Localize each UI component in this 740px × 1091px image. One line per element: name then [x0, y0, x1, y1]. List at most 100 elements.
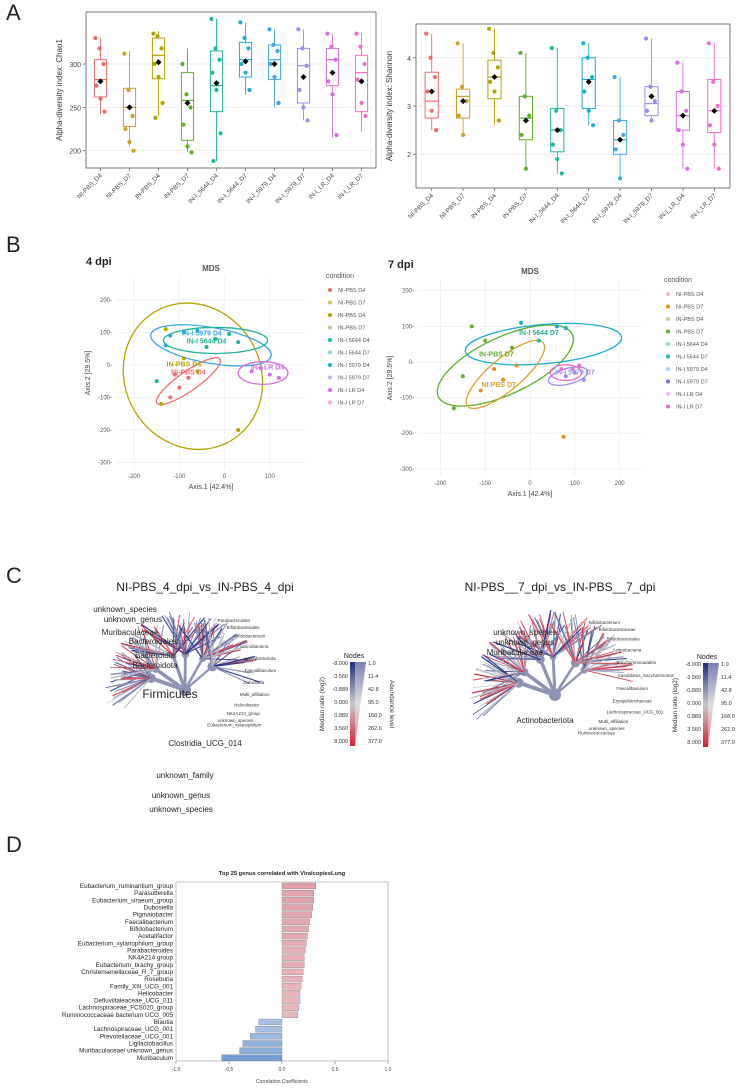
tree7-branch	[562, 611, 577, 663]
mds7-legend-label: IN-I 5979 D7	[676, 380, 708, 386]
chao1-point	[102, 109, 107, 114]
hbar-bar	[255, 1026, 283, 1033]
shannon-mean-marker	[617, 136, 624, 143]
chao1-point	[122, 51, 127, 56]
tree4-branch	[212, 666, 254, 674]
mds7-point	[563, 326, 568, 331]
chao1-xtick-label: IN-I_5979_D7	[274, 172, 307, 205]
mds4-legend-swatch	[328, 313, 332, 317]
chao1-mean-marker	[155, 59, 162, 66]
mds4-ytick-label: 200-	[100, 298, 112, 304]
tree4-branch	[121, 645, 156, 670]
shannon-point	[492, 89, 497, 94]
hbar-xtick-label: -1.0	[172, 1067, 181, 1073]
tree4-branch	[202, 646, 245, 660]
chao1-point	[217, 57, 222, 62]
tree4-branch	[212, 640, 246, 667]
shannon-point	[585, 55, 590, 60]
shannon-point	[707, 123, 713, 128]
tree7-taxon-small-label: Saccharimonadales	[616, 660, 656, 665]
mds7-legend-swatch	[666, 304, 670, 309]
hbar-category-label: Bifidobacterium	[130, 926, 173, 933]
tree4-branch	[172, 618, 175, 656]
tree4-taxon-small-label: Multi_affiliation	[240, 692, 270, 697]
hbar-bar	[281, 947, 306, 954]
chao1-point	[98, 96, 103, 101]
tree7-trunk	[553, 661, 577, 697]
mds4-point	[159, 401, 164, 406]
mds7-legend-swatch	[666, 392, 670, 396]
chao1-point	[246, 46, 251, 51]
tree7-taxon-small-label: Faecalibaculum	[616, 686, 648, 691]
mds4-point	[168, 333, 173, 338]
hbar-xlabel: Correlation Coefficients	[256, 1079, 308, 1085]
tree4-branch	[114, 677, 152, 692]
mds7-legend-swatch	[666, 329, 670, 334]
shannon-point	[676, 128, 681, 133]
mds4-ellipse	[155, 357, 222, 406]
chao1-point	[214, 87, 219, 93]
chao1-point	[243, 70, 248, 75]
mds4-legend-swatch	[328, 288, 332, 292]
tree7-branch	[575, 662, 632, 665]
tree4-branch	[113, 663, 152, 679]
mds7-point	[561, 434, 566, 439]
chao1-point	[181, 122, 186, 127]
hbar-bar	[281, 890, 314, 897]
shannon-point	[554, 108, 559, 113]
chao1-mean-marker	[271, 61, 278, 67]
mds7-legend-swatch	[666, 342, 670, 346]
tree7-branch	[496, 655, 525, 673]
shannon-mean-marker	[585, 78, 592, 85]
chao1-mean-marker	[97, 78, 104, 85]
mds4-point	[236, 340, 241, 345]
mds4-legend-label: IN-I 5979 D7	[338, 376, 370, 382]
chao1-point	[94, 83, 99, 88]
tree7-branch	[517, 637, 541, 661]
shannon-ytick-label: 3	[407, 104, 411, 111]
tree4-taxon-small-label: Eubacterium_xylanophilum	[207, 722, 261, 727]
mds4-xtick-label: -200	[128, 474, 141, 480]
tree7-branch	[583, 659, 626, 671]
shannon-point	[522, 94, 527, 99]
mds4-point	[267, 372, 272, 377]
chao1-point	[184, 92, 189, 97]
shannon-plot: 2 3 4 Alpha-diversity index: Shannon NI-PBS_…	[385, 23, 731, 225]
hbar-bar	[281, 997, 301, 1004]
tree4-taxon-label: Clostridia_UCG_014	[168, 739, 242, 748]
shannon-mean-marker	[648, 93, 655, 100]
mds7-point	[581, 377, 586, 382]
tree7-legend-abundance-value: 168.0	[721, 714, 735, 720]
shannon-ytick-label: 4	[407, 56, 411, 63]
tree4-branch	[112, 677, 152, 699]
shannon-point	[527, 113, 532, 118]
chao1-mean-marker	[242, 58, 249, 65]
mds4-ellipse	[237, 360, 289, 386]
hbar-category-label: Family_XIII_UCG_001	[110, 983, 173, 990]
shannon-mean-marker	[554, 127, 561, 134]
chao1-xtick-label: NI-PBS_D4	[76, 172, 104, 200]
mds7-legend-label: NI-PBS D4	[676, 292, 703, 298]
tree7-legend-abundance-value: 377.0	[721, 740, 735, 746]
tree7-branch	[570, 614, 577, 663]
chao1-point	[242, 35, 247, 41]
hbar-bar	[281, 940, 307, 947]
shannon-point	[643, 36, 649, 41]
mds7-ellipse	[549, 364, 583, 382]
mds7-legend-label: IN-I 5644 D4	[676, 342, 708, 348]
shannon-point	[461, 132, 466, 138]
tree4-branch	[203, 619, 213, 667]
tree4-taxon-label: Muribaculaceae	[102, 628, 159, 637]
tree4-legend-abundance-value: 95.0	[368, 700, 379, 706]
shannon-point	[716, 166, 721, 171]
shannon-point	[675, 60, 680, 65]
mds4-legend-swatch	[328, 363, 332, 367]
tree7-branch	[500, 647, 520, 683]
mds7-legend-label: IN-I 5979 D4	[676, 367, 708, 373]
mds7-xtick-label: 200	[615, 481, 626, 487]
shannon-point	[616, 118, 622, 123]
chao1-point	[354, 31, 359, 36]
shannon-mean-marker	[522, 117, 529, 124]
hbar-bar	[281, 925, 309, 933]
mds7-point	[559, 367, 564, 372]
